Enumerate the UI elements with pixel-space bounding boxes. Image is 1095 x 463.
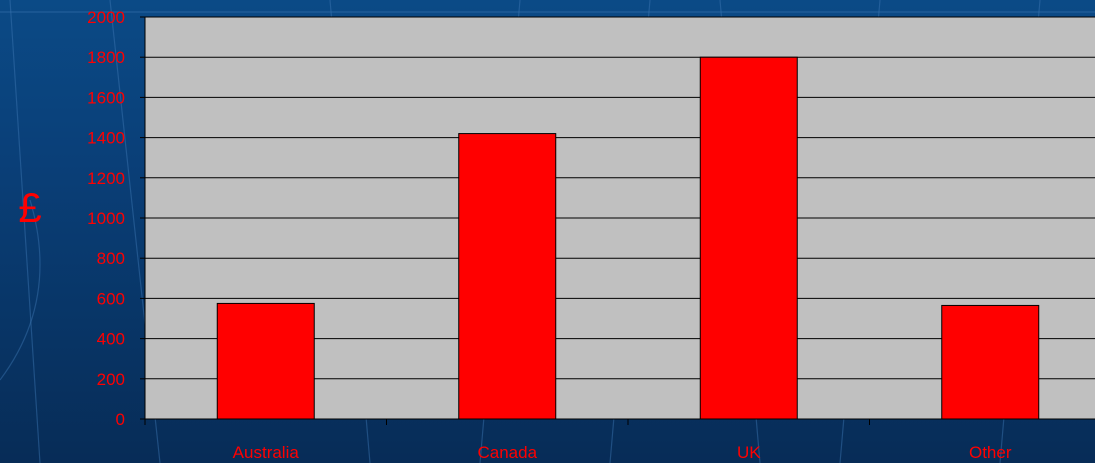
x-tick-label: Australia [233, 443, 300, 462]
y-tick-label: 400 [97, 330, 125, 349]
bar-other [941, 304, 1040, 420]
bars [216, 56, 1040, 420]
bar-uk [699, 56, 798, 420]
y-tick-label: 0 [116, 410, 125, 429]
y-tick-label: 1600 [87, 88, 125, 107]
y-tick-label: 200 [97, 370, 125, 389]
gridlines [145, 16, 1095, 380]
y-tick-label: 800 [97, 249, 125, 268]
bar-australia [216, 302, 315, 420]
y-axis: 0 200 400 600 800 1000 1200 1400 1600 1800 2000 [87, 8, 146, 429]
y-tick-label: 1400 [87, 129, 125, 148]
bar-canada [458, 133, 557, 420]
y-tick-label: 1800 [87, 48, 125, 67]
x-axis: Australia Canada UK Other [144, 418, 1095, 462]
y-tick-label: 1200 [87, 169, 125, 188]
y-tick-label: 600 [97, 289, 125, 308]
y-axis-label: £ [18, 184, 41, 231]
x-tick-label: Canada [477, 443, 537, 462]
y-tick-label: 1000 [87, 209, 125, 228]
y-tick-label: 2000 [87, 8, 125, 27]
x-tick-label: Other [969, 443, 1012, 462]
x-tick-label: UK [737, 443, 761, 462]
